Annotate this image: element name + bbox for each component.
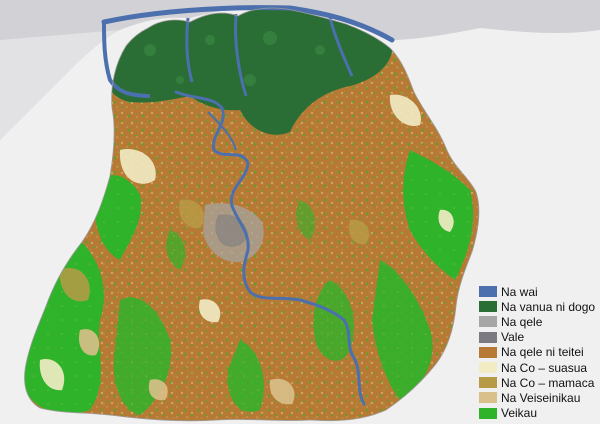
legend-label: Na Co – suasua <box>501 360 588 375</box>
legend-item: Na Veiseinikau <box>479 390 597 405</box>
region-outline <box>24 7 480 422</box>
legend-item: Vale <box>479 330 597 345</box>
legend-swatch <box>479 316 497 328</box>
legend-item: Na Co – mamaca <box>479 375 597 390</box>
legend-label: Na vanua ni dogo <box>501 299 596 314</box>
delta-channel-2 <box>185 17 194 83</box>
legend-swatch <box>479 392 497 404</box>
legend-swatch <box>479 362 497 374</box>
legend-item: Na vanua ni dogo <box>479 299 597 314</box>
legend-item: Na qele <box>479 314 597 329</box>
main-river <box>174 90 366 406</box>
legend-label: Na Co – mamaca <box>501 375 595 390</box>
legend-item: Na qele ni teitei <box>479 345 597 360</box>
legend-swatch <box>479 286 497 298</box>
legend-swatch <box>479 331 497 343</box>
mangrove-area <box>100 8 393 135</box>
map-legend: Na wai Na vanua ni dogo Na qele Vale Na qele… <box>479 284 597 421</box>
delta-channel-4 <box>328 17 354 77</box>
legend-item: Na Co – suasua <box>479 360 597 375</box>
delta-channel-1 <box>102 21 151 98</box>
crop-mixed-patches <box>59 199 370 302</box>
mangrove-texture <box>144 31 325 86</box>
legend-label: Veikau <box>501 406 538 421</box>
legend-label: Na Veiseinikau <box>501 390 581 405</box>
legend-item: Na wai <box>479 284 597 299</box>
legend-label: Na qele ni teitei <box>501 345 584 360</box>
shrub-patches <box>78 329 295 405</box>
legend-label: Na wai <box>501 284 538 299</box>
delta-channel-3 <box>234 13 248 97</box>
river-tributary <box>207 111 237 151</box>
legend-swatch <box>479 377 497 389</box>
legend-label: Vale <box>501 330 525 345</box>
crop-light-patches <box>39 94 454 391</box>
coast-water-edge <box>101 5 395 43</box>
legend-swatch <box>479 301 497 313</box>
sea-area <box>0 0 600 140</box>
legend-swatch <box>479 407 497 419</box>
legend-item: Veikau <box>479 406 597 421</box>
coastline-land <box>0 30 120 140</box>
legend-label: Na qele <box>501 314 543 329</box>
legend-swatch <box>479 346 497 358</box>
